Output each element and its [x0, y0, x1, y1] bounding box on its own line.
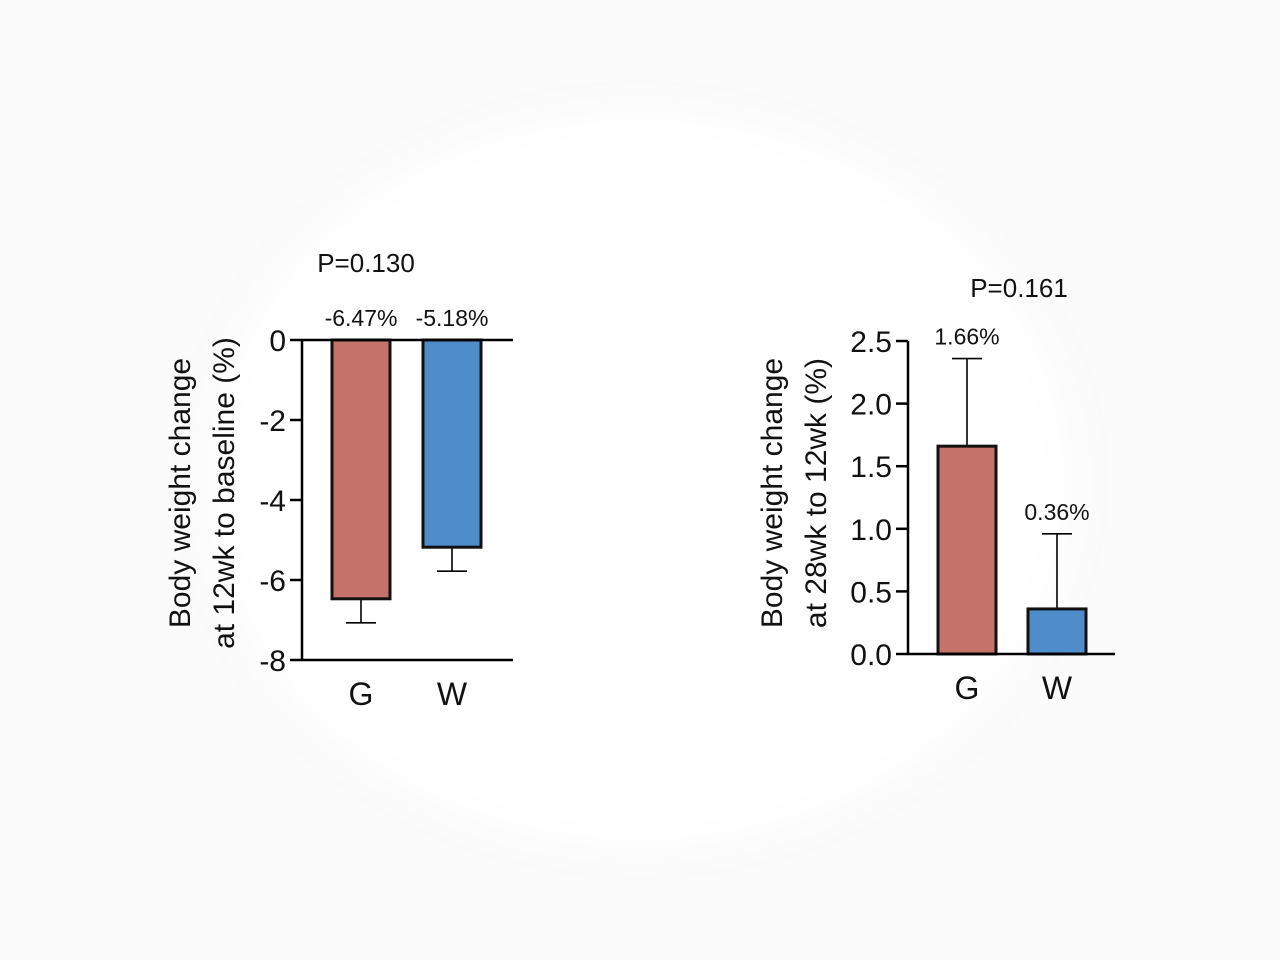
- y-axis-label-line: Body weight change: [164, 358, 197, 628]
- data-label: 1.66%: [934, 324, 999, 350]
- y-tick-label: -8: [259, 645, 286, 678]
- y-tick-label: -6: [259, 565, 286, 598]
- data-label: -6.47%: [325, 305, 398, 331]
- bar-g: [330, 338, 392, 601]
- y-tick-label: 2.0: [850, 389, 892, 422]
- background-glow: [170, 80, 1110, 880]
- x-tick-label: G: [349, 676, 374, 712]
- y-tick-label: 0.5: [850, 576, 892, 609]
- y-tick-label: 1.5: [850, 451, 892, 484]
- x-tick-label: W: [437, 676, 468, 712]
- y-axis-label-line: at 12wk to baseline (%): [208, 337, 241, 649]
- data-label: 0.36%: [1024, 499, 1089, 525]
- x-tick-label: G: [955, 670, 980, 706]
- y-tick-label: 1.0: [850, 514, 892, 547]
- x-tick-label: W: [1042, 670, 1073, 706]
- data-label: -5.18%: [416, 305, 489, 331]
- y-tick-label: 0.0: [850, 639, 892, 672]
- y-axis-label-line: at 28wk to 12wk (%): [800, 358, 833, 628]
- y-tick-label: 2.5: [850, 326, 892, 359]
- y-tick-label: -4: [259, 485, 286, 518]
- chart-left: P=0.130 Body weight change at 12wk to base…: [164, 248, 513, 712]
- chart-right: P=0.161 Body weight change at 28wk to 12wk…: [756, 273, 1115, 706]
- bar-w: [421, 338, 483, 549]
- y-tick-label: 0: [269, 325, 286, 358]
- chart-title: P=0.130: [317, 248, 415, 278]
- bar-g: [936, 444, 998, 656]
- chart-title: P=0.161: [970, 273, 1068, 303]
- y-tick-label: -2: [259, 405, 286, 438]
- y-axis-label-line: Body weight change: [756, 358, 789, 628]
- bar-w: [1026, 607, 1088, 656]
